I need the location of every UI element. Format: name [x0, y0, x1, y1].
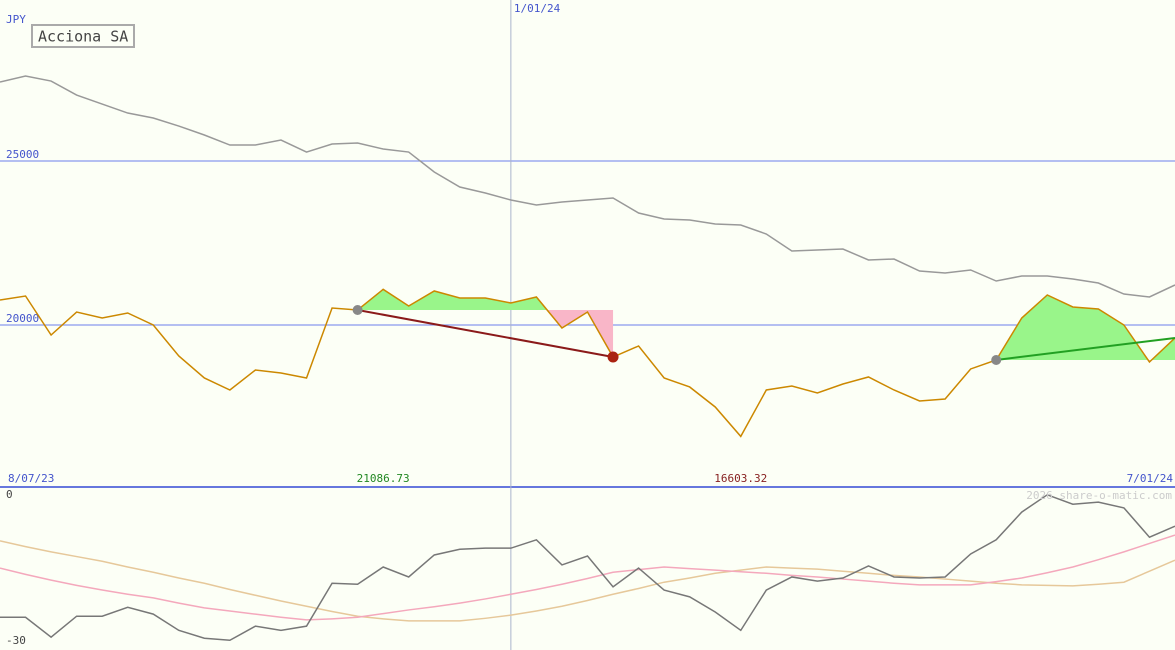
y-tick-label: 25000 — [6, 148, 39, 161]
x-tick-label: 1/01/24 — [514, 2, 561, 15]
y-tick-label: 20000 — [6, 312, 39, 325]
signal-line — [357, 309, 614, 358]
x-tick-label: 8/07/23 — [8, 472, 54, 485]
watermark: 2026 share-o-matic.com — [1026, 489, 1172, 502]
extreme-label: 16603.32 — [714, 472, 767, 485]
series-line — [0, 540, 1175, 622]
series-line — [0, 75, 1175, 298]
signal-start — [352, 305, 363, 316]
series-line — [0, 493, 1175, 642]
series-line — [0, 288, 1175, 438]
legend-label: Acciona SA — [38, 28, 128, 46]
gain-area — [357, 289, 614, 311]
gain-area — [996, 294, 1175, 360]
x-tick-label: 7/01/24 — [1127, 472, 1174, 485]
extreme-label: 21086.73 — [357, 472, 410, 485]
y-tick-label: 0 — [6, 488, 13, 501]
unit-label: JPY — [6, 13, 26, 26]
signal-end — [607, 351, 619, 363]
series-line — [0, 534, 1175, 621]
legend-box — [31, 24, 135, 48]
signal-start — [991, 354, 1002, 365]
y-tick-label: -30 — [6, 634, 26, 647]
signal-line — [996, 336, 1175, 361]
